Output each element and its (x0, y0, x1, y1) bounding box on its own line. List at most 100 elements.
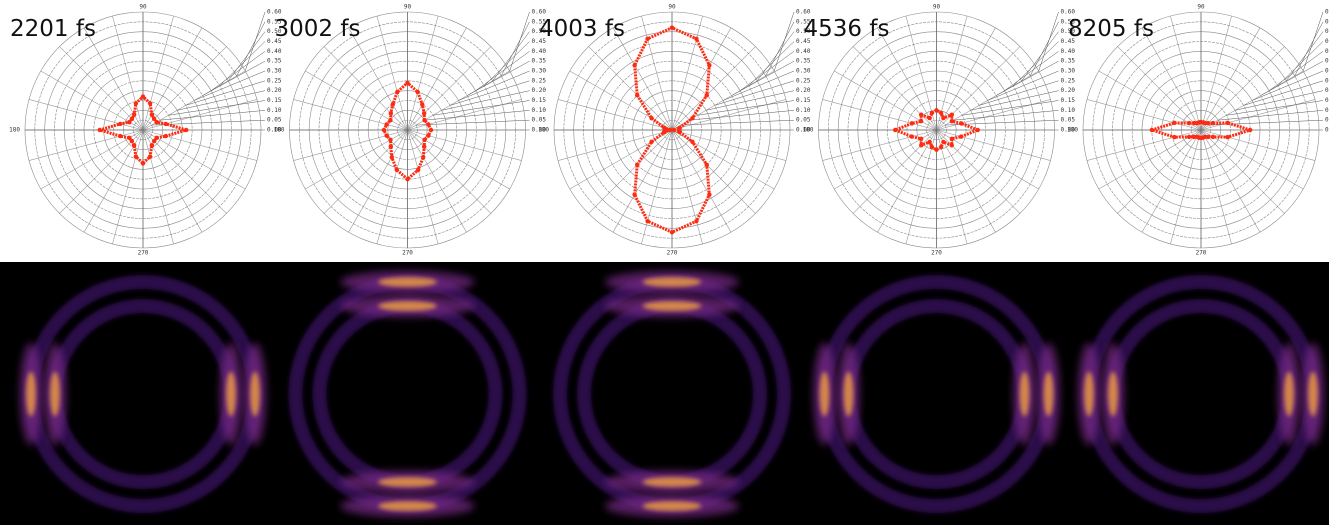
r-tick-label: 0.60 (267, 9, 282, 16)
polar-point (164, 122, 168, 126)
r-tick-label: 0.30 (532, 68, 547, 75)
polar-point (930, 145, 934, 149)
polar-point (118, 134, 122, 138)
polar-point (389, 144, 393, 148)
polar-point (150, 112, 154, 116)
tick-leader (1303, 12, 1323, 71)
polar-point (635, 93, 639, 97)
theta-tick-label: 180 (274, 127, 285, 134)
tick-leader (160, 110, 265, 120)
tick-leader (1295, 22, 1323, 76)
tick-leader (459, 71, 530, 101)
ring-hotspot (1020, 372, 1030, 417)
polar-point (384, 122, 388, 126)
ring-hotspot (378, 301, 437, 311)
polar-point (422, 118, 426, 122)
figure: 0.000.050.100.150.200.250.300.350.400.45… (0, 0, 1329, 525)
polar-point (707, 63, 711, 67)
polar-point (1172, 121, 1176, 125)
polar-point (148, 101, 152, 105)
polar-point (690, 140, 694, 144)
polar-point (1225, 135, 1229, 139)
panel-title: 3002 fs (275, 16, 361, 42)
polar-point (388, 118, 392, 122)
r-tick-label: 0.10 (532, 107, 547, 114)
tick-leader (954, 110, 1059, 120)
polar-point (1248, 128, 1252, 132)
polar-point (927, 116, 931, 120)
ring-hotspot (26, 372, 36, 417)
tick-leader (476, 51, 530, 90)
polar-point (672, 128, 676, 132)
r-tick-label: 0.20 (267, 87, 282, 94)
polar-point (677, 126, 681, 130)
polar-point (422, 111, 426, 115)
polar-point (690, 116, 694, 120)
tick-leader (1252, 71, 1323, 101)
panel-title: 2201 fs (10, 16, 96, 42)
ring-hotspot (50, 372, 60, 417)
polar-point (416, 168, 420, 172)
polar-point (382, 128, 386, 132)
polar-point (707, 193, 711, 197)
polar-point (154, 136, 158, 140)
polar-point (941, 116, 945, 120)
r-tick-label: 0.05 (796, 117, 811, 124)
polar-point (405, 81, 409, 85)
tick-leader (1013, 42, 1058, 86)
polar-point (950, 137, 954, 141)
polar-point (959, 121, 963, 125)
r-tick-label: 0.10 (796, 107, 811, 114)
polar-point (662, 126, 666, 130)
r-tick-label: 0.40 (267, 48, 282, 55)
polar-point (390, 155, 394, 159)
ring-hotspot (378, 501, 437, 511)
r-tick-label: 0.20 (1061, 87, 1076, 94)
polar-point (976, 128, 980, 132)
theta-tick-label: 180 (538, 127, 549, 134)
polar-point (141, 94, 145, 98)
r-tick-label: 0.50 (1325, 28, 1329, 35)
polar-point (939, 111, 943, 115)
polar-point (910, 134, 914, 138)
polar-point (645, 219, 649, 223)
r-tick-label: 0.40 (796, 48, 811, 55)
r-tick-label: 0.25 (1061, 77, 1076, 84)
polar-point (934, 108, 938, 112)
polar-point (919, 119, 923, 123)
ring-hotspot (1084, 372, 1094, 417)
polar-point (950, 143, 954, 147)
polar-point (130, 139, 134, 143)
polar-point (677, 130, 681, 134)
tick-leader (681, 120, 794, 125)
polar-point (919, 137, 923, 141)
tick-leader (774, 12, 794, 71)
theta-tick-label: 270 (931, 250, 942, 257)
polar-panel: 0.000.050.100.150.200.250.300.350.400.45… (803, 4, 1076, 257)
r-tick-label: 0.35 (796, 58, 811, 65)
ring-hotspot (1284, 372, 1294, 417)
theta-tick-label: 90 (668, 4, 676, 11)
ring-hotspot (1308, 372, 1318, 417)
r-tick-label: 0.60 (796, 9, 811, 16)
polar-point (421, 155, 425, 159)
r-tick-label: 0.05 (267, 117, 282, 124)
polar-point (1172, 135, 1176, 139)
r-tick-label: 0.60 (1061, 9, 1076, 16)
polar-point (389, 111, 393, 115)
polar-point (127, 120, 131, 124)
tick-leader (1218, 110, 1323, 120)
r-tick-label: 0.35 (267, 58, 282, 65)
r-tick-label: 0.25 (267, 77, 282, 84)
polar-point (950, 119, 954, 123)
polar-point (426, 122, 430, 126)
polar-point (959, 134, 963, 138)
polar-panel: 0.000.050.100.150.200.250.300.350.400.45… (1067, 4, 1329, 257)
polar-point (1187, 121, 1191, 125)
polar-point (152, 117, 156, 121)
polar-point (635, 163, 639, 167)
polar-point (405, 177, 409, 181)
r-tick-label: 0.45 (1325, 38, 1329, 45)
polar-point (893, 128, 897, 132)
tick-leader (1030, 22, 1058, 76)
